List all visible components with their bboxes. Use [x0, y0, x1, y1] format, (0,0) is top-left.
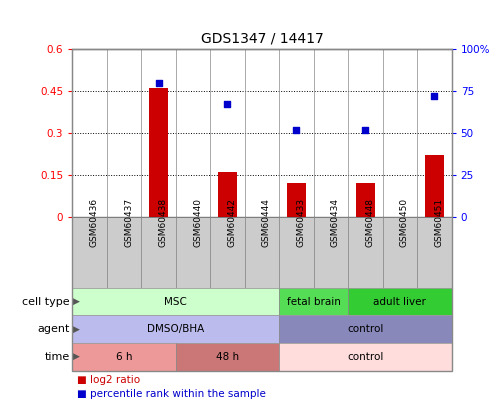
Bar [72, 217, 107, 288]
Bar [176, 217, 210, 288]
Text: GSM60436: GSM60436 [90, 198, 99, 247]
Text: fetal brain: fetal brain [287, 297, 341, 307]
Bar [279, 343, 452, 371]
Bar [279, 288, 348, 315]
Text: GSM60444: GSM60444 [262, 198, 271, 247]
Text: ■ percentile rank within the sample: ■ percentile rank within the sample [77, 389, 266, 399]
Text: DMSO/BHA: DMSO/BHA [147, 324, 205, 334]
Bar [287, 183, 306, 217]
Bar [72, 288, 279, 315]
Bar [314, 217, 348, 288]
Text: ▶: ▶ [73, 325, 80, 334]
Bar [141, 217, 176, 288]
Bar [356, 183, 375, 217]
Bar [279, 315, 452, 343]
Bar [149, 88, 168, 217]
Text: MSC: MSC [164, 297, 187, 307]
Bar [279, 217, 314, 288]
Text: ▶: ▶ [73, 297, 80, 306]
Bar [417, 217, 452, 288]
Text: adult liver: adult liver [373, 297, 426, 307]
Point [430, 93, 438, 99]
Text: GSM60450: GSM60450 [400, 198, 409, 247]
Point [224, 101, 232, 108]
Text: control: control [347, 324, 384, 334]
Text: 6 h: 6 h [116, 352, 132, 362]
Text: cell type: cell type [22, 297, 70, 307]
Bar [72, 343, 176, 371]
Text: GSM60442: GSM60442 [228, 198, 237, 247]
Bar [210, 217, 245, 288]
Text: time: time [44, 352, 70, 362]
Text: GSM60448: GSM60448 [365, 198, 374, 247]
Bar [425, 156, 444, 217]
Text: GSM60434: GSM60434 [331, 198, 340, 247]
Bar [383, 217, 417, 288]
Bar [107, 217, 141, 288]
Point [292, 126, 300, 133]
Point [361, 126, 369, 133]
Text: GSM60437: GSM60437 [124, 198, 133, 247]
Bar [348, 217, 383, 288]
Text: control: control [347, 352, 384, 362]
Text: ■ log2 ratio: ■ log2 ratio [77, 375, 141, 385]
Bar [72, 315, 279, 343]
Text: GSM60440: GSM60440 [193, 198, 202, 247]
Bar [348, 288, 452, 315]
Text: GSM60438: GSM60438 [159, 198, 168, 247]
Text: GSM60451: GSM60451 [434, 198, 443, 247]
Title: GDS1347 / 14417: GDS1347 / 14417 [201, 31, 323, 45]
Point [155, 79, 163, 86]
Text: GSM60433: GSM60433 [296, 198, 305, 247]
Text: ▶: ▶ [73, 352, 80, 361]
Bar [218, 172, 237, 217]
Text: agent: agent [37, 324, 70, 334]
Bar [245, 217, 279, 288]
Bar [176, 343, 279, 371]
Text: 48 h: 48 h [216, 352, 239, 362]
